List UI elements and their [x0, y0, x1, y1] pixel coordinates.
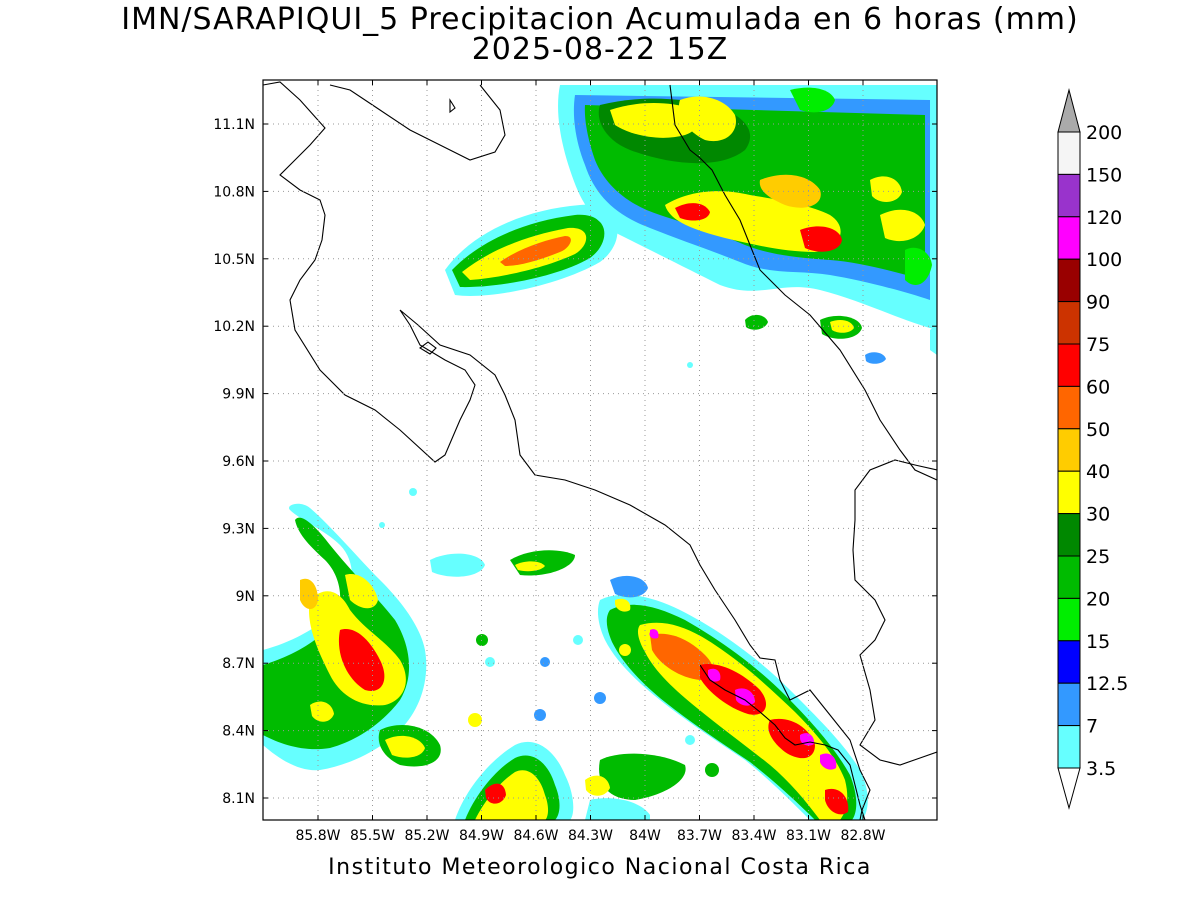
lon-tick-label: 85.8W: [295, 828, 340, 844]
colorbar-swatch: [1057, 385, 1081, 430]
precip-cell-north-west: [445, 204, 618, 296]
colorbar-level-label: 50: [1086, 419, 1110, 441]
lat-tick-label: 9.6N: [222, 454, 255, 470]
colorbar-level-label: 40: [1086, 461, 1110, 483]
colorbar-level-label: 7: [1086, 716, 1098, 738]
colorbar-swatch: [1057, 513, 1081, 557]
precip-cell-south-east: [597, 575, 868, 820]
precip-cell-north-small: [745, 247, 937, 364]
colorbar-swatch: [1057, 428, 1081, 472]
precipitation-field: [263, 85, 937, 820]
small-island: [449, 98, 456, 114]
lat-tick-label: 9N: [236, 589, 255, 605]
colorbar-swatch: [1057, 555, 1081, 599]
precip-cell-south-central: [430, 550, 686, 820]
colorbar-swatch: [1057, 343, 1081, 387]
lon-tick-label: 84.3W: [568, 828, 613, 844]
border-panama: [699, 664, 866, 820]
colorbar-swatch: [1057, 470, 1081, 515]
lon-tick-label: 83.1W: [786, 828, 831, 844]
colorbar-top-arrow: [1057, 88, 1081, 133]
colorbar-swatch: [1057, 725, 1081, 769]
colorbar-level-label: 120: [1086, 207, 1122, 229]
colorbar-swatch: [1057, 301, 1081, 345]
colorbar-level-label: 150: [1086, 164, 1122, 186]
colorbar-level-label: 25: [1086, 546, 1110, 568]
colorbar-level-label: 75: [1086, 334, 1110, 356]
coastline-borders: [263, 81, 937, 820]
colorbar-level-label: 3.5: [1086, 758, 1116, 780]
colorbar-bottom-arrow: [1057, 767, 1081, 810]
colorbar-swatch: [1057, 682, 1081, 727]
lon-tick-label: 83.4W: [731, 828, 776, 844]
lat-tick-label: 9.9N: [222, 387, 255, 403]
colorbar-level-label: 15: [1086, 631, 1110, 653]
coastline-caribbean: [852, 459, 937, 766]
lon-tick-label: 82.8W: [840, 828, 885, 844]
lon-tick-label: 84.9W: [459, 828, 504, 844]
lat-tick-label: 9.3N: [222, 521, 255, 537]
colorbar-level-label: 200: [1086, 122, 1122, 144]
lake-nicaragua-shore: [329, 84, 506, 161]
lon-tick-label: 83.7W: [677, 828, 722, 844]
colorbar-level-label: 20: [1086, 588, 1110, 610]
graticule-grid: [263, 80, 937, 820]
footer-institution: Instituto Meteorologico Nacional Costa R…: [328, 855, 872, 880]
colorbar-level-label: 30: [1086, 504, 1110, 526]
colorbar-legend: 3.5 7 12.5 15 20 25 30 40 50 60 75 90 100 120 150 200: [1057, 88, 1128, 810]
colorbar-level-label: 12.5: [1086, 673, 1128, 695]
colorbar-level-label: 100: [1086, 249, 1122, 271]
lat-tick-label: 10.8N: [213, 184, 255, 200]
precip-cell-north-east: [558, 85, 937, 330]
map-frame: [262, 79, 938, 821]
lat-tick-label: 10.5N: [213, 252, 255, 268]
precip-cell-south-west: [263, 503, 441, 771]
lat-tick-label: 8.7N: [222, 656, 255, 672]
colorbar-swatch: [1057, 640, 1081, 684]
axis-ticks: 11.1N 10.8N 10.5N 10.2N 9.9N 9.6N 9.3N 9N 8.7N 8.…: [213, 80, 937, 844]
colorbar-level-label: 90: [1086, 292, 1110, 314]
colorbar-swatch: [1057, 173, 1081, 218]
coastline-pacific: [263, 81, 871, 820]
lat-tick-label: 8.1N: [222, 791, 255, 807]
lon-tick-label: 84W: [629, 828, 661, 844]
lon-tick-label: 85.5W: [350, 828, 395, 844]
lat-tick-label: 8.4N: [222, 724, 255, 740]
colorbar-level-label: 60: [1086, 376, 1110, 398]
colorbar-swatch: [1057, 216, 1081, 260]
map-subtitle-date: 2025-08-22 15Z: [471, 32, 729, 67]
lat-tick-label: 10.2N: [213, 319, 255, 335]
lat-tick-label: 11.1N: [213, 117, 255, 133]
colorbar-swatch: [1057, 131, 1081, 175]
precip-scattered-small: [379, 362, 719, 777]
border-nicaragua: [669, 84, 937, 481]
gulf-island: [419, 341, 437, 355]
lon-tick-label: 84.6W: [513, 828, 558, 844]
colorbar-swatch: [1057, 258, 1081, 303]
lon-tick-label: 85.2W: [404, 828, 449, 844]
colorbar-swatch: [1057, 597, 1081, 642]
map-title: IMN/SARAPIQUI_5 Precipitacion Acumulada …: [121, 2, 1079, 37]
